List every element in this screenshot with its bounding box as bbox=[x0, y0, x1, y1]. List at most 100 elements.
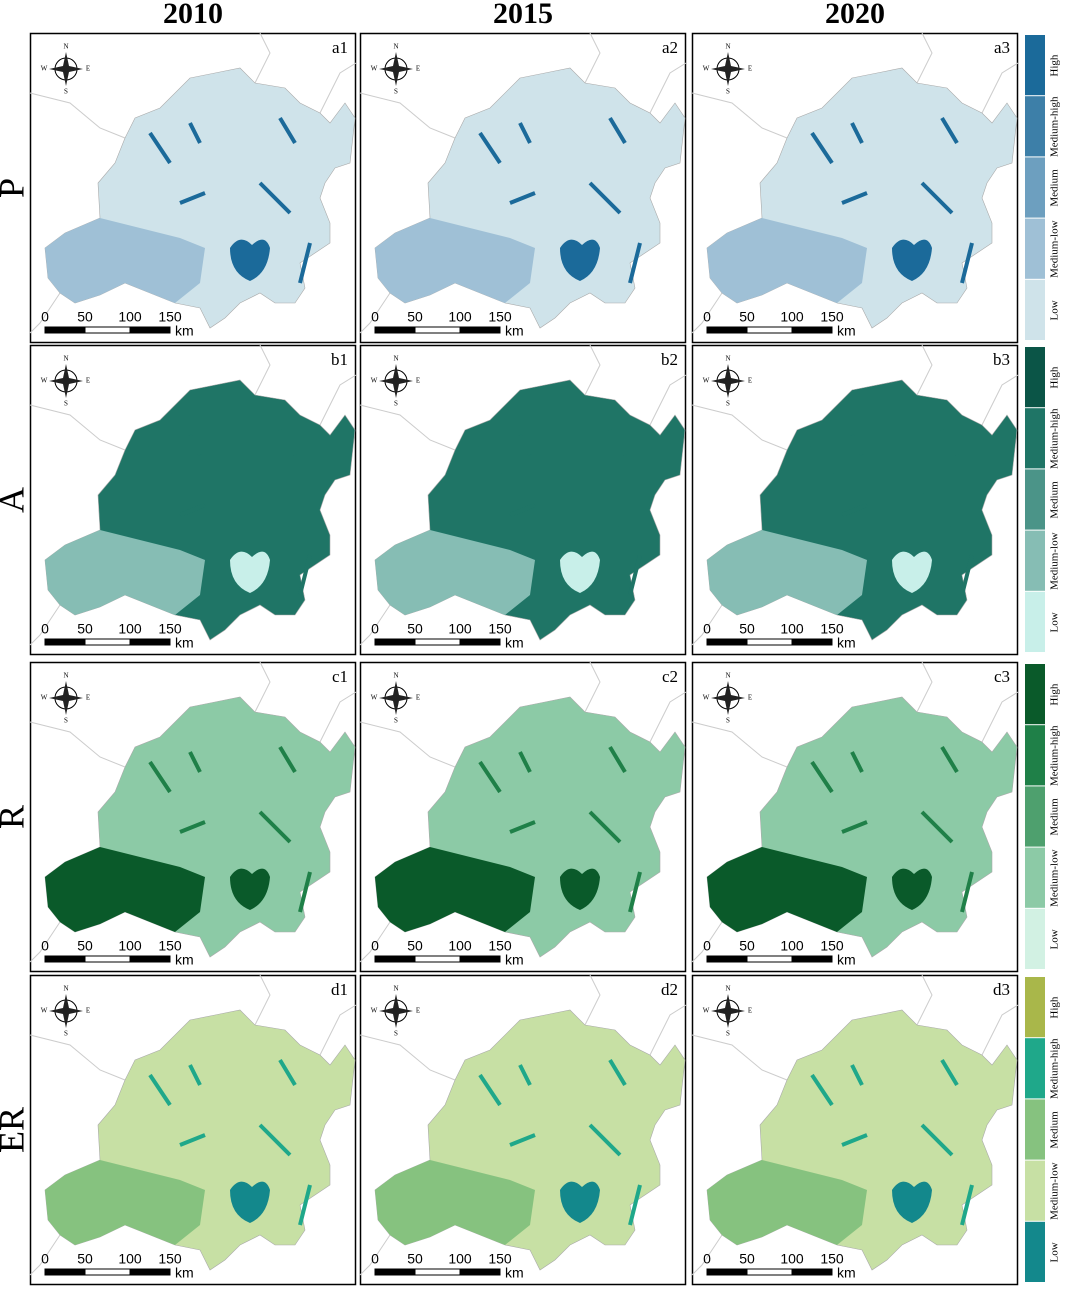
compass: N S W E bbox=[703, 43, 752, 96]
legend-label: Medium bbox=[1049, 1111, 1061, 1149]
compass-letter: S bbox=[394, 717, 398, 725]
compass-letter: N bbox=[725, 355, 730, 363]
region-streak bbox=[258, 810, 292, 844]
region-streak bbox=[628, 242, 642, 284]
compass-letter: S bbox=[726, 717, 730, 725]
scale-segment bbox=[706, 955, 748, 963]
region-streak bbox=[478, 1073, 502, 1107]
scale-segment bbox=[374, 1268, 416, 1276]
region-streak bbox=[478, 760, 502, 794]
panel-label: a3 bbox=[994, 38, 1010, 57]
compass-letter: N bbox=[393, 985, 398, 993]
region-streak bbox=[940, 745, 959, 774]
scale-tick-label: 150 bbox=[820, 621, 844, 637]
scale-segment bbox=[746, 326, 793, 334]
scale-tick-label: 150 bbox=[158, 1251, 182, 1267]
region-streak bbox=[920, 1123, 954, 1157]
region-streak bbox=[810, 443, 834, 477]
scale-tick-label: 50 bbox=[739, 309, 755, 325]
scale-segment bbox=[374, 638, 416, 646]
region-streak bbox=[509, 820, 536, 834]
compass-letter: E bbox=[86, 694, 90, 702]
scale-tick-label: 50 bbox=[77, 938, 93, 954]
region-streak bbox=[940, 428, 959, 457]
compass-letter: N bbox=[63, 43, 68, 51]
legend-swatch bbox=[1025, 157, 1045, 218]
region-streak bbox=[608, 116, 627, 145]
compass-letter: S bbox=[64, 717, 68, 725]
region-streak bbox=[188, 751, 202, 773]
region-streak bbox=[920, 810, 954, 844]
legend-swatch bbox=[1025, 977, 1045, 1038]
region-streak bbox=[148, 1073, 172, 1107]
scale-segment bbox=[746, 955, 793, 963]
legend-label: Medium-high bbox=[1049, 408, 1061, 469]
region-streak bbox=[588, 1123, 622, 1157]
scale-tick-label: 50 bbox=[739, 938, 755, 954]
neighbor-boundary bbox=[691, 344, 1019, 646]
compass-star bbox=[49, 994, 83, 1028]
scale-tick-label: 0 bbox=[41, 1251, 49, 1267]
scale-tick-label: 100 bbox=[780, 309, 804, 325]
scale-tick-label: 100 bbox=[448, 621, 472, 637]
scale-tick-label: 150 bbox=[820, 1251, 844, 1267]
compass-letter: S bbox=[394, 88, 398, 96]
legend-swatch bbox=[1025, 96, 1045, 157]
scale-tick-label: 50 bbox=[407, 1251, 423, 1267]
scale-unit: km bbox=[505, 1265, 524, 1281]
scale-segment bbox=[129, 955, 171, 963]
region-streak bbox=[608, 1058, 627, 1087]
scale-segment bbox=[84, 326, 131, 334]
compass: N S W E bbox=[41, 985, 90, 1038]
compass-letter: N bbox=[393, 672, 398, 680]
scale-tick-label: 150 bbox=[158, 938, 182, 954]
legend-swatch bbox=[1025, 591, 1045, 652]
neighbor-boundary bbox=[359, 661, 687, 963]
scale-tick-label: 50 bbox=[77, 1251, 93, 1267]
scale-segment bbox=[129, 1268, 171, 1276]
scale-tick-label: 100 bbox=[780, 938, 804, 954]
region-southwest bbox=[707, 530, 867, 615]
scale-tick-label: 100 bbox=[118, 621, 142, 637]
neighbor-boundary bbox=[29, 974, 357, 1276]
legend-swatch bbox=[1025, 786, 1045, 847]
legend-label: Low bbox=[1049, 300, 1061, 320]
compass-letter: S bbox=[394, 400, 398, 408]
compass-letter: N bbox=[63, 672, 68, 680]
compass-letter: E bbox=[416, 377, 420, 385]
row-label: A bbox=[0, 487, 31, 513]
region-streak bbox=[841, 503, 868, 517]
region-streak bbox=[188, 122, 202, 144]
legend-swatch bbox=[1025, 347, 1045, 408]
scale-segment bbox=[459, 326, 501, 334]
compass: N S W E bbox=[371, 985, 420, 1038]
region-streak bbox=[278, 116, 297, 145]
scale-segment bbox=[44, 326, 86, 334]
scale-unit: km bbox=[505, 323, 524, 339]
scale-segment bbox=[706, 326, 748, 334]
compass-letter: W bbox=[41, 377, 48, 385]
region-southwest bbox=[45, 847, 205, 932]
scale-tick-label: 150 bbox=[488, 621, 512, 637]
neighbor-boundary bbox=[29, 32, 357, 334]
compass-letter: N bbox=[63, 355, 68, 363]
scale-tick-label: 0 bbox=[41, 621, 49, 637]
compass: N S W E bbox=[703, 355, 752, 408]
scale-tick-label: 0 bbox=[371, 621, 379, 637]
region-blob bbox=[892, 239, 932, 281]
legend-label: High bbox=[1049, 683, 1061, 706]
compass-letter: E bbox=[416, 65, 420, 73]
legend-swatch bbox=[1025, 1038, 1045, 1099]
compass-letter: S bbox=[64, 400, 68, 408]
scale-unit: km bbox=[837, 1265, 856, 1281]
legend-swatch bbox=[1025, 530, 1045, 591]
compass-letter: E bbox=[748, 1007, 752, 1015]
compass-letter: E bbox=[416, 694, 420, 702]
scale-tick-label: 100 bbox=[448, 938, 472, 954]
scale-tick-label: 0 bbox=[41, 938, 49, 954]
scale-segment bbox=[791, 638, 833, 646]
region-streak bbox=[258, 1123, 292, 1157]
